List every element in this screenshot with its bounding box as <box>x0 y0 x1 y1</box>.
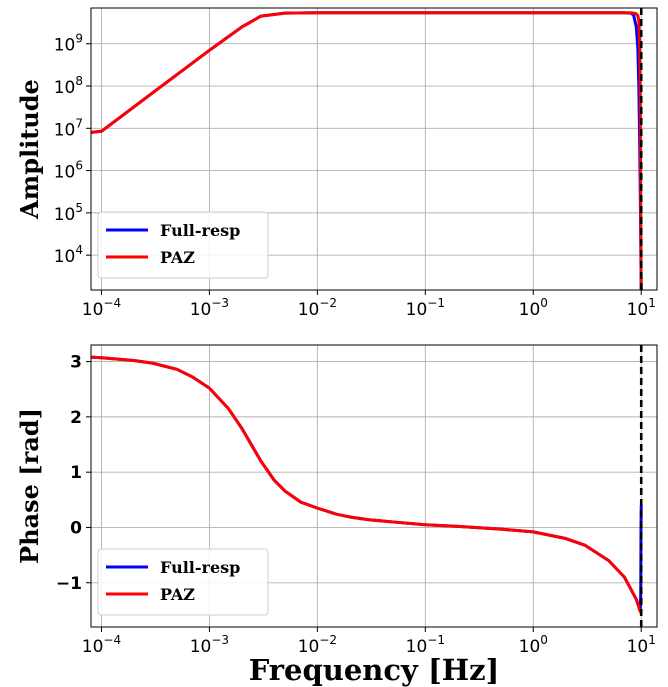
y-tick-label: 105 <box>54 201 83 225</box>
axes-frame <box>90 344 658 628</box>
amplitude-panel: 10−4 10−3 10−2 10−1 100 101 104 105 106 107 108 109… <box>15 7 658 320</box>
y-tick-label: 104 <box>54 243 83 267</box>
legend: Full-resp PAZ <box>97 211 269 279</box>
x-tick-label: 10−4 <box>82 633 121 657</box>
series-line-paz <box>91 355 643 614</box>
phase-panel: 10−4 10−3 10−2 10−1 100 101 −1 0 1 2 3 Phase [rad] F… <box>15 344 658 687</box>
x-tick-label: 10−3 <box>190 633 229 657</box>
y-axis-label: Phase [rad] <box>15 408 44 564</box>
legend-label: PAZ <box>160 248 195 267</box>
y-tick-label: 1 <box>70 463 82 483</box>
x-tick-label: 10−3 <box>190 296 229 320</box>
x-tick-label: 10−2 <box>298 633 337 657</box>
y-tick-label: −1 <box>56 574 82 594</box>
axes-frame <box>90 7 658 291</box>
x-tick-label: 100 <box>519 296 548 320</box>
y-tick-label: 2 <box>70 408 82 428</box>
legend: Full-resp PAZ <box>97 548 269 616</box>
legend-label: Full-resp <box>160 558 240 577</box>
y-tick-label: 106 <box>54 159 83 183</box>
legend-label: Full-resp <box>160 221 240 240</box>
y-tick-label: 0 <box>70 518 82 538</box>
x-tick-label: 10−2 <box>298 296 337 320</box>
x-tick-label: 101 <box>627 296 656 320</box>
x-axis-label: Frequency [Hz] <box>249 653 500 687</box>
x-tick-label: 10−4 <box>82 296 121 320</box>
x-tick-label: 100 <box>519 633 548 657</box>
legend-label: PAZ <box>160 585 195 604</box>
y-tick-label: 107 <box>54 116 83 140</box>
x-tick-label: 10−1 <box>406 633 445 657</box>
y-tick-label: 3 <box>70 353 82 373</box>
x-tick-label: 101 <box>627 633 656 657</box>
y-tick-label: 109 <box>54 32 83 56</box>
x-tick-label: 10−1 <box>406 296 445 320</box>
series-line-paz <box>91 11 643 290</box>
y-tick-label: 108 <box>54 74 83 98</box>
y-axis-label: Amplitude <box>15 79 44 220</box>
